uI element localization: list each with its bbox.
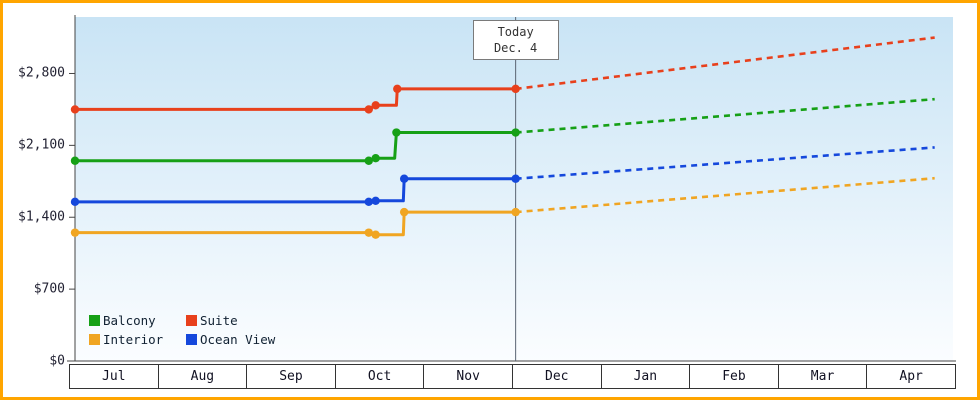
legend-item-ocean-view: Ocean View	[186, 332, 275, 347]
today-label-line1: Today	[497, 25, 534, 39]
month-cell-apr: Apr	[899, 369, 923, 384]
today-marker-label: Today Dec. 4	[472, 20, 559, 60]
legend-item-balcony: Balcony	[89, 313, 186, 328]
data-point	[399, 207, 409, 217]
data-point	[371, 196, 380, 206]
month-cell-mar: Mar	[779, 365, 868, 388]
data-point	[364, 197, 373, 207]
data-point	[511, 128, 520, 137]
forecast-line-interior	[515, 176, 935, 214]
month-cell-dec: Dec	[513, 365, 602, 388]
forecast-line-ocean-view	[515, 146, 935, 181]
data-point	[364, 105, 373, 114]
data-point	[70, 228, 80, 237]
data-point	[511, 207, 520, 217]
data-point	[364, 156, 373, 165]
data-point	[392, 128, 401, 137]
series-line-balcony	[75, 131, 516, 163]
data-point	[371, 230, 380, 239]
legend-label-balcony: Balcony	[103, 313, 156, 328]
data-point	[70, 105, 80, 114]
data-point	[70, 197, 80, 207]
legend-label-interior: Interior	[103, 332, 164, 347]
suite-color-swatch	[186, 315, 197, 326]
forecast-line-balcony	[515, 97, 935, 134]
series-line-interior	[75, 210, 516, 237]
forecast-line-suite	[515, 36, 935, 91]
chart-canvas	[67, 15, 956, 362]
data-point	[364, 228, 373, 237]
legend: Balcony Suite Interior Ocean View	[89, 313, 275, 347]
plot-area	[75, 17, 953, 361]
data-point	[70, 156, 80, 165]
data-point	[511, 84, 520, 94]
today-label-line2: Dec. 4	[493, 41, 538, 55]
month-cell-jul: Jul	[70, 365, 159, 388]
month-cell-sep: Sep	[247, 365, 336, 388]
data-point	[371, 153, 380, 163]
legend-item-suite: Suite	[186, 313, 275, 328]
data-point	[393, 84, 402, 94]
data-point	[371, 101, 380, 110]
month-cell-feb: Feb	[690, 365, 779, 388]
legend-label-suite: Suite	[200, 313, 238, 328]
ocean-view-color-swatch	[186, 334, 197, 345]
series-line-suite	[75, 87, 516, 111]
legend-label-ocean-view: Ocean View	[200, 332, 276, 347]
month-cell-aug: Aug	[159, 365, 248, 388]
data-point	[511, 174, 520, 183]
month-cell-oct: Oct	[336, 365, 425, 388]
legend-item-interior: Interior	[89, 332, 186, 347]
month-cell-jan: Jan	[602, 365, 691, 388]
month-cell-nov: Nov	[424, 365, 513, 388]
data-point	[399, 174, 409, 183]
x-axis-month-band: Jul Aug Sep Oct Nov Dec Jan Feb Mar Apr	[69, 364, 956, 389]
balcony-color-swatch	[89, 315, 100, 326]
series-line-ocean-view	[75, 177, 516, 204]
interior-color-swatch	[89, 334, 100, 345]
